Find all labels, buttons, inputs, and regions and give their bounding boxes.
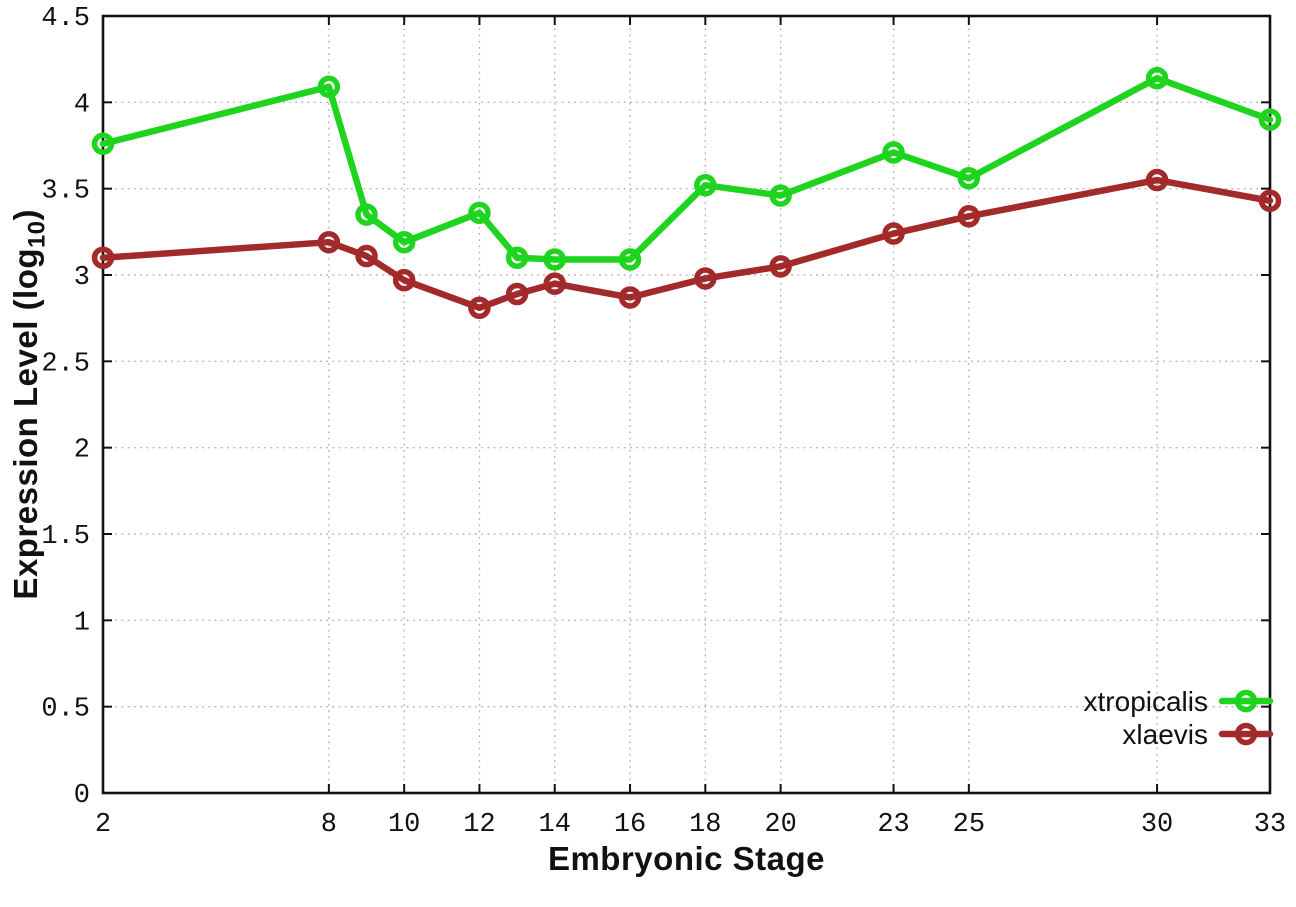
legend-item-xtropicalis: xtropicalis — [1084, 686, 1274, 717]
plot-border — [101, 14, 1272, 795]
y-tick-label: 4 — [74, 90, 90, 120]
y-tick-label: 3.5 — [41, 177, 90, 207]
data-point-marker — [317, 230, 341, 254]
data-point-marker — [694, 173, 717, 197]
data-point-marker — [468, 296, 491, 320]
x-tick-label: 23 — [877, 810, 909, 840]
data-point-marker — [317, 75, 341, 99]
data-point-marker — [543, 272, 566, 295]
x-tick-label: 2 — [95, 810, 111, 840]
y-tick-label: 0 — [74, 781, 90, 811]
data-point-marker — [355, 244, 378, 268]
y-tick-label: 2 — [74, 436, 90, 466]
legend-sample-marker — [1234, 689, 1258, 713]
legend-label: xtropicalis — [1084, 686, 1208, 717]
data-point-marker — [957, 205, 981, 228]
data-point-marker — [882, 222, 905, 245]
data-point-marker — [392, 230, 416, 254]
y-tick-label: 4.5 — [41, 4, 90, 34]
y-tick-label: 0.5 — [41, 695, 90, 725]
series-xlaevis — [91, 168, 1282, 320]
x-tick-label: 25 — [953, 810, 985, 840]
axis-ticks — [102, 15, 1271, 794]
data-point-marker — [91, 132, 115, 156]
data-point-marker — [468, 201, 491, 225]
x-tick-label: 8 — [321, 810, 337, 840]
data-point-marker — [505, 246, 529, 269]
x-tick-label: 16 — [614, 810, 646, 840]
data-point-marker — [957, 167, 981, 190]
data-point-marker — [1145, 168, 1169, 192]
data-point-marker — [618, 286, 642, 309]
data-point-marker — [618, 248, 642, 271]
data-point-marker — [1145, 66, 1169, 90]
x-tick-label: 20 — [764, 810, 796, 840]
data-point-marker — [694, 267, 717, 290]
series-xtropicalis — [91, 66, 1282, 271]
legend-label: xlaevis — [1122, 719, 1208, 750]
x-tick-label: 18 — [689, 810, 721, 840]
data-point-marker — [392, 268, 416, 292]
y-tick-label: 1.5 — [41, 522, 90, 552]
y-tick-label: 3 — [74, 263, 90, 293]
data-point-marker — [505, 282, 529, 306]
legend-sample-marker — [1234, 722, 1258, 746]
x-tick-labels: 2 8 10 12 14 16 18 20 23 25 30 33 — [95, 810, 1286, 840]
data-point-marker — [882, 141, 905, 164]
x-tick-label: 30 — [1141, 810, 1173, 840]
x-axis-title: Embryonic Stage — [547, 840, 826, 877]
x-tick-label: 12 — [463, 810, 495, 840]
data-point-marker — [769, 184, 792, 207]
series-line — [99, 74, 1274, 263]
y-tick-label: 1 — [74, 608, 90, 638]
data-point-marker — [91, 246, 115, 269]
x-tick-label: 14 — [539, 810, 571, 840]
data-point-marker — [769, 255, 792, 278]
legend-item-xlaevis: xlaevis — [1122, 719, 1274, 750]
x-tick-label: 10 — [388, 810, 420, 840]
series-line — [99, 176, 1274, 312]
data-point-marker — [1258, 189, 1282, 213]
y-tick-label: 2.5 — [41, 349, 90, 379]
x-tick-label: 33 — [1254, 810, 1286, 840]
data-point-marker — [355, 203, 378, 226]
y-tick-labels: 0 0.5 1 1.5 2 2.5 3 3.5 4 4.5 — [41, 4, 90, 811]
data-point-marker — [543, 248, 566, 271]
gridlines — [102, 15, 1271, 794]
data-point-marker — [1258, 108, 1282, 131]
